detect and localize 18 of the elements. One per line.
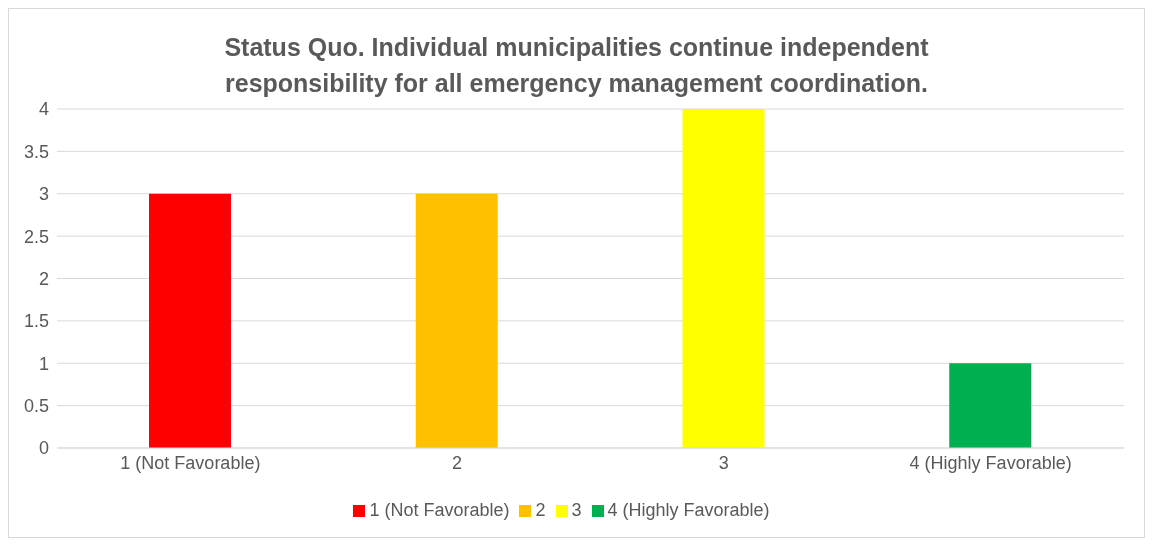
y-tick-label: 3.5 <box>23 141 49 162</box>
x-tick-label: 3 <box>718 452 729 473</box>
y-tick-label: 1.5 <box>23 311 49 332</box>
y-tick-label: 2.5 <box>23 226 49 247</box>
x-tick-label: 4 (Highly Favorable) <box>909 452 1072 473</box>
legend-label: 1 (Not Favorable) <box>369 500 510 520</box>
y-tick-label: 1 <box>38 353 49 374</box>
y-tick-label: 0 <box>38 438 49 459</box>
x-tick-label: 2 <box>452 452 463 473</box>
x-tick-label: 1 (Not Favorable) <box>120 452 261 473</box>
legend-label: 3 <box>571 500 582 520</box>
y-tick-label: 3 <box>38 184 49 205</box>
y-tick-label: 2 <box>38 268 49 289</box>
legend-label: 2 <box>535 500 546 520</box>
y-tick-label: 0.5 <box>23 396 49 417</box>
y-tick-label: 4 <box>38 99 49 120</box>
legend-label: 4 (Highly Favorable) <box>607 500 770 520</box>
chart-title: Status Quo. Individual municipalities continue independent responsibility for all emergency management coordination. <box>223 32 930 99</box>
